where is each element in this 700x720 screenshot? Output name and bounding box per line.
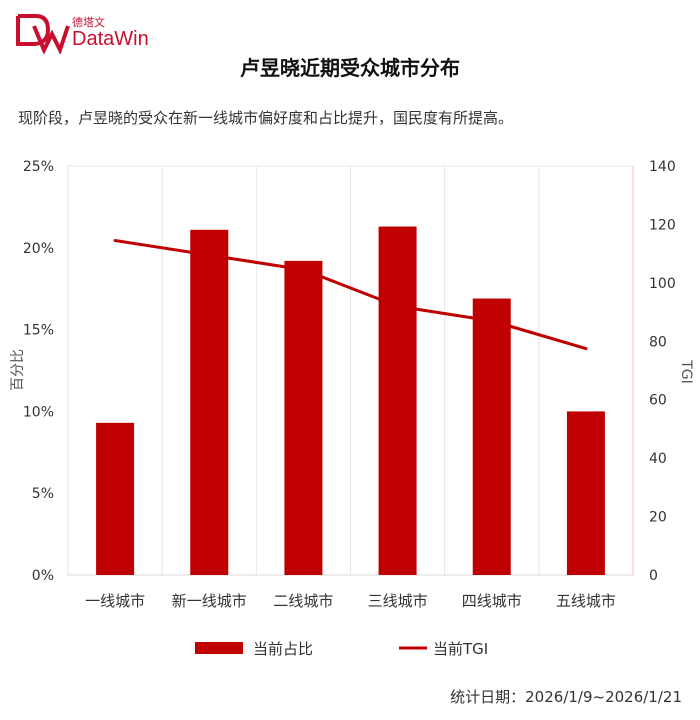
x-tick-label: 四线城市: [462, 592, 522, 610]
y-axis-title: 百分比: [10, 349, 26, 391]
date-range: 统计日期：2026/1/9~2026/1/21: [450, 688, 682, 706]
legend-label: 当前TGI: [433, 640, 488, 658]
x-tick-label: 三线城市: [368, 592, 428, 610]
legend-swatch-bar: [195, 642, 243, 654]
datawin-logo: 德塔文 DataWin: [14, 12, 164, 62]
x-tick-label: 新一线城市: [172, 592, 247, 610]
y-tick-label: 20%: [23, 241, 54, 257]
y-tick-label: 15%: [23, 323, 54, 339]
y2-tick-label: 140: [649, 159, 676, 175]
y2-tick-label: 100: [649, 276, 676, 292]
y2-tick-label: 80: [649, 334, 667, 350]
y2-tick-label: 40: [649, 451, 667, 467]
y-tick-label: 5%: [32, 486, 54, 502]
chart-title: 卢昱晓近期受众城市分布: [240, 56, 460, 80]
brand-name-en: DataWin: [72, 28, 149, 50]
bar: [96, 422, 135, 575]
y2-axis-title: TGI: [678, 359, 694, 384]
bar: [190, 229, 229, 575]
x-tick-label: 五线城市: [556, 592, 616, 610]
bar: [378, 226, 417, 576]
bar: [566, 411, 605, 575]
chart-subtitle: 现阶段，卢昱晓的受众在新一线城市偏好度和占比提升，国民度有所提高。: [18, 109, 514, 127]
tgi-line: [113, 238, 588, 351]
legend-label: 当前占比: [253, 640, 313, 658]
y-tick-label: 10%: [23, 404, 54, 420]
y2-tick-label: 0: [649, 568, 658, 584]
y2-tick-label: 60: [649, 393, 667, 409]
brand-name-cn: 德塔文: [72, 16, 105, 29]
x-tick-label: 一线城市: [85, 592, 145, 610]
y2-tick-label: 120: [649, 217, 676, 233]
y-tick-label: 0%: [32, 568, 54, 584]
y-tick-label: 25%: [23, 159, 54, 175]
y2-tick-label: 20: [649, 510, 667, 526]
datawin-logo-mark: [16, 14, 70, 56]
bar: [284, 260, 323, 575]
chart-area: 0% 5% 10% 15% 20% 25% 0 20 40 60 80 100 120 140 百分比 TGI…: [10, 159, 694, 658]
bar: [472, 298, 511, 575]
x-tick-label: 二线城市: [273, 592, 333, 610]
